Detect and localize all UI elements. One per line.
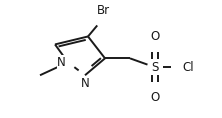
Text: Br: Br — [96, 4, 110, 17]
Text: Cl: Cl — [182, 61, 194, 74]
Text: O: O — [150, 30, 160, 43]
Text: Br: Br — [96, 4, 110, 17]
Text: S: S — [151, 61, 159, 74]
Text: O: O — [150, 91, 160, 104]
Text: N: N — [57, 56, 66, 69]
Text: O: O — [150, 30, 160, 43]
Text: S: S — [151, 61, 159, 74]
Text: O: O — [150, 91, 160, 104]
Text: N: N — [81, 77, 89, 90]
Text: N: N — [57, 56, 66, 69]
Text: Cl: Cl — [182, 61, 194, 74]
Text: N: N — [81, 77, 89, 90]
